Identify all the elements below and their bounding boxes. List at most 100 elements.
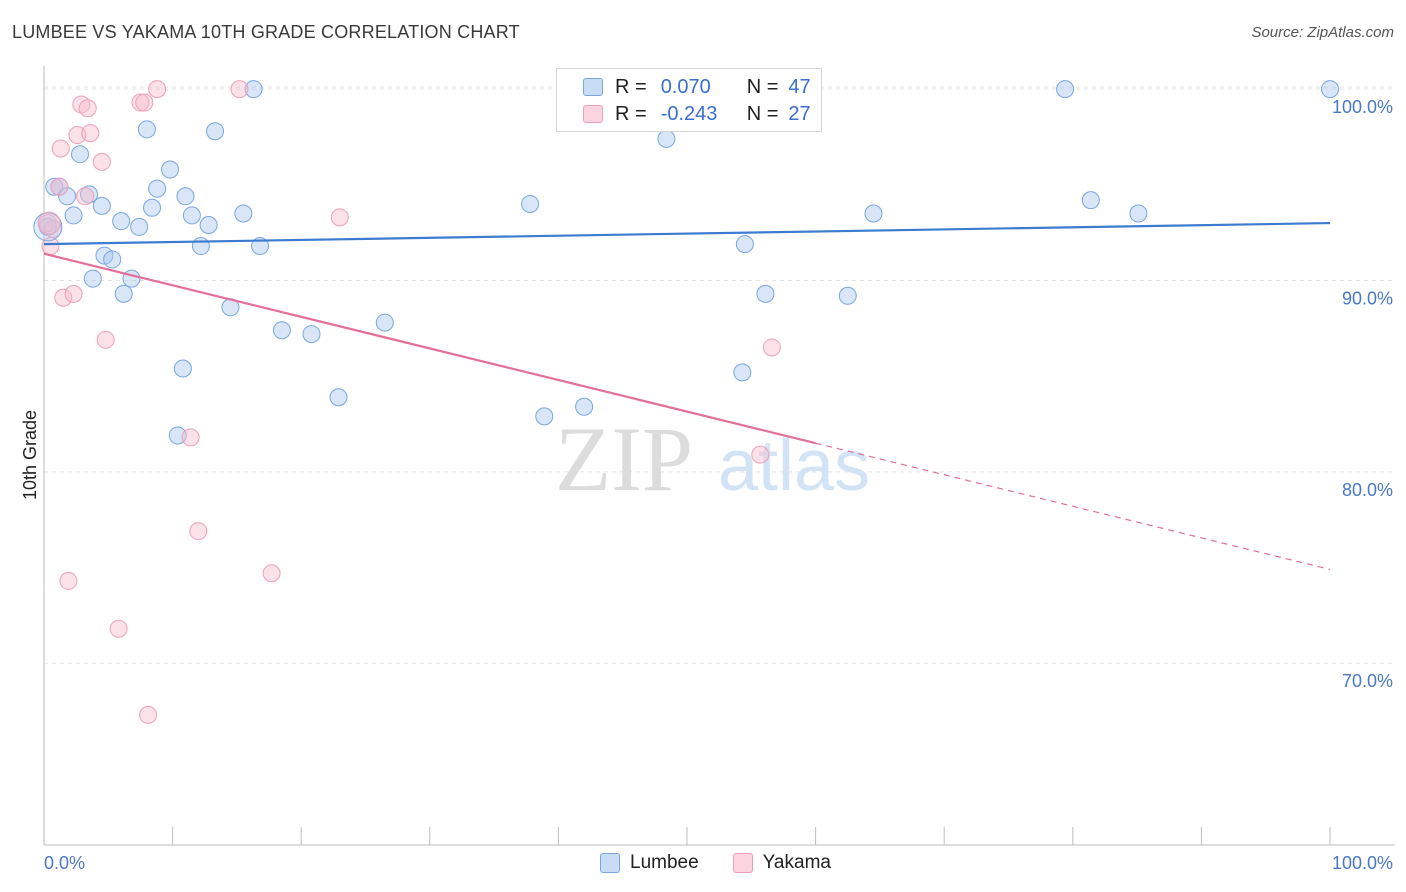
lumbee-trend-line	[43, 221, 1331, 246]
legend-item-yakama: Yakama	[732, 852, 831, 874]
stats-legend: R = 0.070 N = 47 R = -0.243 N = 27	[556, 68, 822, 132]
lumbee-point	[33, 212, 63, 242]
yakama-trend-line	[43, 252, 816, 445]
legend-row-yakama: R = -0.243 N = 27	[583, 102, 811, 126]
watermark-zip: ZIP	[555, 408, 693, 510]
lumbee-point	[58, 187, 77, 206]
trend-lines	[43, 221, 1331, 571]
yakama-point	[139, 705, 158, 724]
watermark: ZIP atlas	[555, 408, 870, 510]
lumbee-point	[92, 196, 111, 215]
yakama-point	[762, 338, 781, 357]
lumbee-point	[244, 80, 263, 99]
yakama-point	[96, 330, 115, 349]
yakama-point	[76, 187, 95, 206]
yakama-swatch	[732, 853, 753, 873]
yakama-point	[51, 139, 70, 158]
legend-label-lumbee: Lumbee	[630, 852, 699, 873]
y-tick-label: 100.0%	[1332, 97, 1393, 117]
lumbee-point	[83, 269, 102, 288]
y-axis-label: 10th Grade	[20, 410, 40, 500]
lumbee-point	[114, 284, 133, 303]
lumbee-point	[657, 129, 676, 148]
lumbee-point	[45, 177, 64, 196]
lumbee-point	[130, 217, 149, 236]
data-points	[33, 80, 1339, 724]
legend-row-lumbee: R = 0.070 N = 47	[583, 75, 811, 99]
lumbee-point	[272, 321, 291, 340]
lumbee-point	[1056, 80, 1075, 99]
yakama-point	[50, 177, 69, 196]
lumbee-point	[143, 198, 162, 217]
yakama-point	[189, 522, 208, 541]
lumbee-point	[182, 206, 201, 225]
yakama-point	[78, 99, 97, 118]
lumbee-point	[302, 325, 321, 344]
n-label: N =	[746, 102, 779, 125]
yakama-point	[64, 284, 83, 303]
yakama-point	[230, 80, 249, 99]
x-tick-label: 100.0%	[1332, 853, 1393, 873]
lumbee-point	[1129, 204, 1148, 223]
lumbee-point	[756, 284, 775, 303]
y-tick-label: 80.0%	[1342, 480, 1393, 500]
axes	[43, 66, 1395, 846]
lumbee-point	[575, 397, 594, 416]
yakama-point	[92, 152, 111, 171]
chart-title: LUMBEE VS YAKAMA 10TH GRADE CORRELATION …	[12, 22, 520, 42]
y-tick-label: 90.0%	[1342, 288, 1393, 308]
lumbee-swatch	[600, 853, 620, 873]
yakama-point	[135, 93, 154, 112]
n-value: 47	[788, 75, 811, 98]
yakama-swatch	[583, 105, 603, 123]
lumbee-point	[733, 363, 752, 382]
lumbee-point	[137, 120, 156, 139]
lumbee-point	[161, 160, 180, 179]
lumbee-swatch	[583, 78, 603, 96]
lumbee-point	[329, 388, 348, 407]
lumbee-point	[1081, 191, 1100, 210]
yakama-point	[330, 208, 349, 227]
yakama-point	[181, 428, 200, 447]
lumbee-point	[251, 237, 270, 256]
yakama-point	[148, 80, 167, 99]
n-value: 27	[788, 102, 811, 125]
yakama-point	[59, 571, 78, 590]
lumbee-point	[838, 286, 857, 305]
yakama-point	[38, 214, 57, 233]
yakama-point	[81, 124, 100, 143]
legend-item-lumbee: Lumbee	[600, 852, 699, 874]
y-tick-label: 70.0%	[1342, 671, 1393, 691]
watermark-atlas: atlas	[718, 426, 870, 506]
lumbee-point	[535, 407, 554, 426]
lumbee-point	[1321, 80, 1339, 99]
yakama-point	[109, 619, 128, 638]
n-label: N =	[746, 75, 779, 98]
series-legend: Lumbee Yakama	[600, 852, 865, 874]
yakama-point	[54, 288, 73, 307]
yakama-point	[262, 564, 281, 583]
grid-lines	[44, 86, 1395, 664]
lumbee-point	[112, 212, 131, 231]
lumbee-point	[173, 359, 192, 378]
r-label: R =	[615, 102, 647, 125]
lumbee-point	[375, 313, 394, 332]
lumbee-point	[148, 179, 167, 198]
yakama-point	[37, 211, 61, 235]
r-label: R =	[615, 75, 647, 98]
tick-labels: 70.0% 80.0% 90.0% 100.0% 0.0% 100.0%	[44, 97, 1393, 873]
lumbee-point	[234, 204, 253, 223]
source-label: Source: ZipAtlas.com	[1251, 24, 1394, 41]
x-tick-label: 0.0%	[44, 853, 85, 873]
yakama-point	[131, 93, 150, 112]
r-value: -0.243	[660, 102, 718, 125]
lumbee-point	[176, 187, 195, 206]
lumbee-point	[103, 250, 122, 269]
legend-label-yakama: Yakama	[762, 852, 831, 873]
lumbee-point	[206, 122, 225, 141]
lumbee-point	[199, 216, 218, 234]
lumbee-point	[191, 237, 210, 256]
r-value: 0.070	[660, 75, 711, 98]
lumbee-point	[735, 235, 754, 254]
